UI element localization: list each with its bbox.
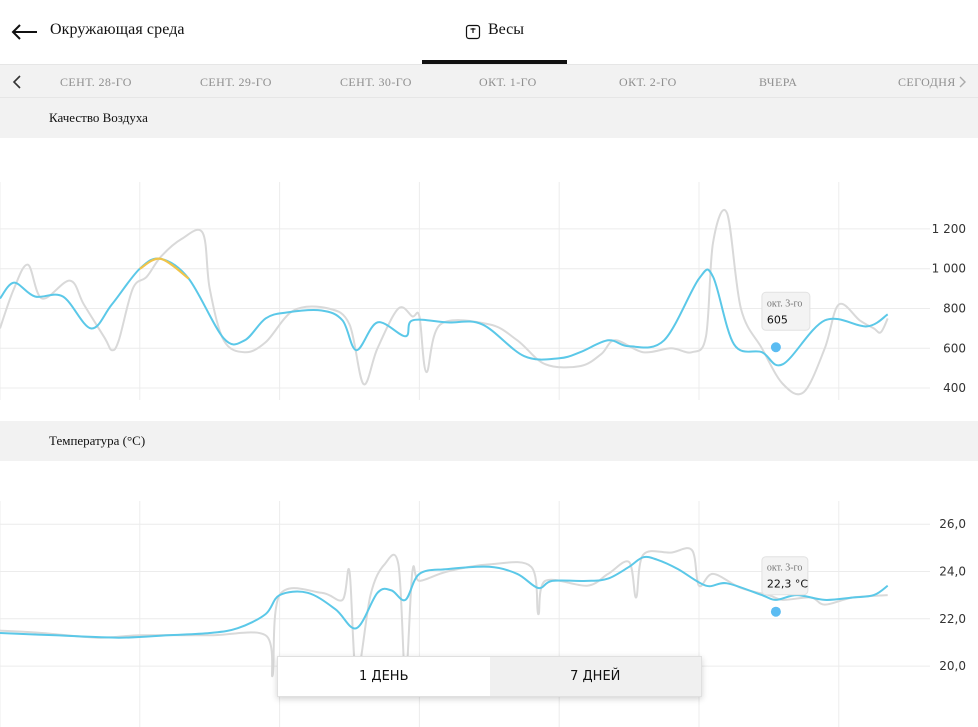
chevron-right-icon[interactable]	[956, 72, 968, 92]
air-quality-chart: 1 200 1 000 800 600 400 окт. 3-го 605	[0, 182, 966, 400]
top-bar: Окружающая среда Весы	[0, 0, 978, 64]
active-tab-indicator	[422, 60, 567, 64]
date-item[interactable]: СЕНТ. 29-ГО	[200, 75, 272, 89]
y-tick-label: 20,0	[939, 659, 966, 673]
tooltip-box	[761, 291, 811, 331]
page-title: Окружающая среда	[50, 21, 185, 38]
tooltip-date: окт. 3-го	[767, 563, 803, 574]
tooltip-date: окт. 3-го	[767, 298, 803, 309]
y-tick-label: 600	[943, 341, 966, 355]
data-point-marker	[770, 342, 781, 353]
scale-icon	[465, 24, 481, 40]
y-tick-label: 1 000	[932, 262, 966, 276]
y-tick-label: 400	[943, 381, 966, 395]
date-item-today[interactable]: СЕГОДНЯ	[898, 75, 956, 89]
data-point-marker	[770, 606, 781, 617]
tooltip-value: 605	[767, 313, 788, 326]
tab-scale[interactable]: Весы	[422, 0, 567, 64]
air-quality-header: Качество Воздуха	[0, 98, 978, 138]
highlight-segment	[139, 257, 190, 280]
range-toggle: 1 ДЕНЬ 7 ДНЕЙ	[277, 656, 702, 697]
one-day-button[interactable]: 1 ДЕНЬ	[359, 669, 409, 684]
date-item[interactable]: СЕНТ. 28-ГО	[60, 75, 132, 89]
tooltip-value: 22,3 °C	[767, 578, 808, 591]
back-arrow-icon[interactable]	[10, 18, 40, 46]
raw-series-line	[0, 547, 888, 679]
y-tick-label: 800	[943, 301, 966, 315]
trend-series-line	[0, 555, 889, 639]
date-item[interactable]: ОКТ. 1-ГО	[479, 75, 537, 89]
y-tick-label: 26,0	[939, 517, 966, 531]
temperature-header: Температура (°C)	[0, 421, 978, 461]
y-tick-label: 22,0	[939, 612, 966, 626]
air-quality-title: Качество Воздуха	[49, 110, 148, 125]
y-tick-label: 24,0	[939, 564, 966, 578]
tooltip-box	[761, 556, 809, 596]
chevron-left-icon[interactable]	[8, 72, 26, 92]
trend-series-line	[0, 257, 889, 367]
y-tick-label: 1 200	[932, 222, 966, 236]
temperature-title: Температура (°C)	[49, 433, 146, 448]
date-item[interactable]: СЕНТ. 30-ГО	[340, 75, 412, 89]
raw-series-line	[0, 209, 889, 396]
tab-label: Весы	[488, 21, 525, 38]
seven-days-button[interactable]: 7 ДНЕЙ	[489, 657, 701, 696]
date-navigation: СЕНТ. 28-ГО СЕНТ. 29-ГО СЕНТ. 30-ГО ОКТ.…	[0, 64, 978, 98]
date-item[interactable]: ОКТ. 2-ГО	[619, 75, 677, 89]
date-item[interactable]: ВЧЕРА	[759, 75, 798, 89]
